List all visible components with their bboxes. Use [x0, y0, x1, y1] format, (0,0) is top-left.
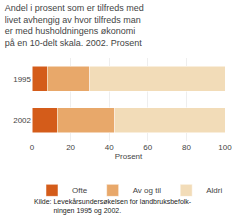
svg-text:60: 60: [143, 143, 152, 152]
svg-text:100: 100: [218, 143, 232, 152]
svg-text:1995: 1995: [13, 75, 31, 84]
svg-text:Av og til: Av og til: [133, 186, 162, 195]
svg-text:Aldri: Aldri: [206, 186, 222, 195]
svg-text:80: 80: [182, 143, 191, 152]
svg-text:Ofte: Ofte: [72, 186, 88, 195]
svg-text:20: 20: [66, 143, 75, 152]
svg-text:40: 40: [105, 143, 114, 152]
svg-text:Kilde: Levekårsundersøkelsen f: Kilde: Levekårsundersøkelsen for landbru…: [34, 198, 192, 215]
svg-text:Prosent: Prosent: [115, 152, 143, 161]
svg-text:Andel i prosent som er tilfred: Andel i prosent som er tilfreds medlivet…: [5, 3, 144, 48]
svg-text:0: 0: [30, 143, 35, 152]
svg-text:2002: 2002: [13, 116, 31, 125]
